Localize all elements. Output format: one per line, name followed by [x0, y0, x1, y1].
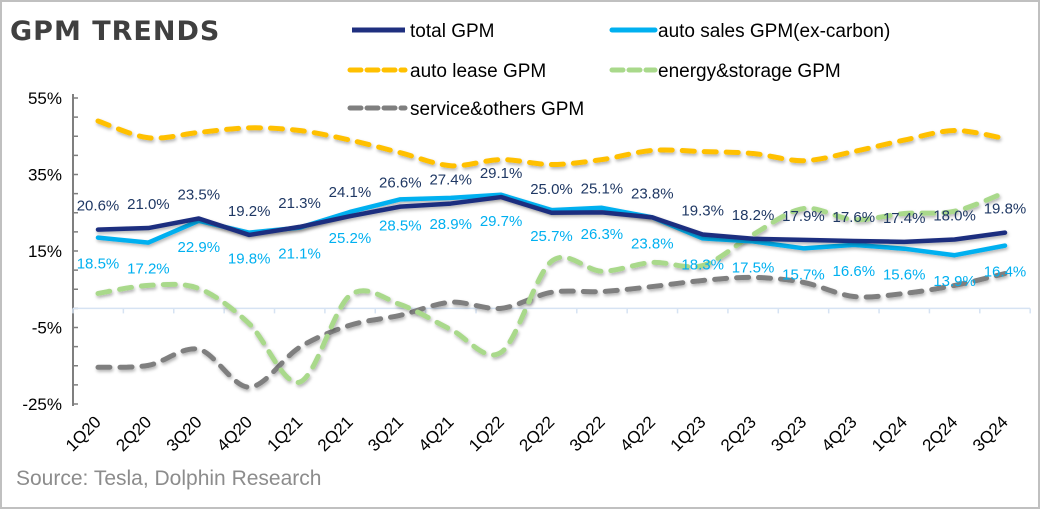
data-label: 19.2% — [228, 203, 271, 220]
series-line-total-gpm — [95, 194, 1008, 245]
legend: total GPM auto sales GPM(ex-carbon) auto… — [347, 21, 890, 120]
data-labels-layer: 20.6% 21.0% 23.5% 19.2% 21.3% 24.1% 26.6% 27.4%… — [77, 165, 1027, 290]
legend-label: auto lease GPM — [410, 61, 546, 82]
series-line-auto-lease-gpm — [95, 118, 1008, 169]
data-label: 21.0% — [127, 196, 170, 213]
x-tick-label: 2Q24 — [919, 412, 962, 455]
legend-item-service-others-gpm: service&others GPM — [347, 99, 584, 120]
source-note: Source: Tesla, Dolphin Research — [16, 467, 321, 490]
x-tick-label: 2Q22 — [515, 412, 558, 455]
x-tick-label: 4Q23 — [818, 412, 861, 455]
data-label: 27.4% — [429, 172, 472, 189]
data-label: 23.5% — [178, 186, 221, 203]
legend-label: auto sales GPM(ex-carbon) — [658, 21, 890, 42]
data-label: 18.5% — [77, 256, 120, 273]
x-tick-label: 3Q24 — [969, 412, 1012, 455]
series-line-energy-storage-gpm — [95, 189, 1008, 385]
data-label: 25.0% — [530, 181, 573, 198]
data-label: 19.8% — [984, 201, 1027, 218]
data-label: 26.3% — [581, 226, 624, 243]
data-label: 22.9% — [178, 239, 221, 256]
legend-item-total-gpm: total GPM — [352, 21, 494, 42]
x-tick-label: 2Q23 — [717, 412, 760, 455]
data-label: 28.5% — [379, 217, 422, 234]
data-label: 26.6% — [379, 175, 422, 192]
y-tick-label: 15% — [28, 242, 62, 261]
data-label: 16.4% — [984, 264, 1027, 281]
data-label: 18.3% — [681, 256, 724, 273]
x-tick-label: 1Q20 — [62, 412, 105, 455]
data-label: 25.2% — [329, 230, 372, 247]
data-label: 19.8% — [228, 251, 271, 268]
data-label: 29.1% — [480, 165, 523, 182]
data-label: 16.6% — [833, 263, 876, 280]
y-tick-label: -5% — [32, 319, 62, 338]
data-label: 18.2% — [732, 207, 775, 224]
data-label: 15.7% — [782, 266, 825, 283]
x-tick-labels: 1Q20 2Q20 3Q20 4Q20 1Q21 2Q21 3Q21 4Q21 1Q22 2Q22… — [62, 412, 1012, 455]
data-label: 21.1% — [278, 246, 321, 263]
x-tick-label: 3Q21 — [364, 412, 407, 455]
data-label: 20.6% — [77, 198, 120, 215]
x-tick-label: 1Q23 — [667, 412, 710, 455]
data-label: 25.1% — [581, 180, 624, 197]
legend-label: service&others GPM — [410, 99, 584, 120]
x-tick-label: 3Q20 — [163, 412, 206, 455]
data-label: 19.3% — [681, 203, 724, 220]
x-tick-label: 2Q20 — [112, 412, 155, 455]
data-label: 18.0% — [933, 208, 976, 225]
data-label: 15.6% — [883, 267, 926, 284]
x-tick-label: 4Q21 — [415, 412, 458, 455]
chart-title: GPM TRENDS — [10, 16, 220, 47]
data-label: 17.5% — [732, 259, 775, 276]
x-tick-label: 2Q21 — [314, 412, 357, 455]
data-label: 25.7% — [530, 228, 573, 245]
data-label: 17.4% — [883, 210, 926, 227]
data-label: 24.1% — [329, 184, 372, 201]
series-layer — [95, 118, 1008, 390]
data-label: 17.6% — [833, 209, 876, 226]
data-label: 17.2% — [127, 261, 170, 278]
y-tick-label: -25% — [22, 395, 62, 414]
legend-item-energy-storage-gpm: energy&storage GPM — [609, 61, 841, 82]
legend-label: energy&storage GPM — [658, 61, 841, 82]
data-label: 21.3% — [278, 195, 321, 212]
data-label: 23.8% — [631, 185, 674, 202]
x-tick-label: 1Q24 — [868, 412, 911, 455]
x-tick-label: 4Q22 — [616, 412, 659, 455]
y-tick-label: 35% — [28, 166, 62, 185]
x-tick-label: 1Q22 — [465, 412, 508, 455]
data-label: 23.8% — [631, 235, 674, 252]
data-label: 13.9% — [933, 273, 976, 290]
legend-item-auto-lease-gpm: auto lease GPM — [347, 61, 546, 82]
x-tick-label: 3Q23 — [767, 412, 810, 455]
x-tick-label: 3Q22 — [566, 412, 609, 455]
legend-item-auto-sales-gpm: auto sales GPM(ex-carbon) — [609, 21, 890, 42]
data-label: 29.7% — [480, 213, 523, 230]
series-line-service-others-gpm — [95, 271, 1008, 390]
x-tick-label: 4Q20 — [213, 412, 256, 455]
y-tick-label: 55% — [28, 89, 62, 108]
x-tick-label: 1Q21 — [264, 412, 307, 455]
data-label: 28.9% — [429, 216, 472, 233]
data-label: 17.9% — [782, 208, 825, 225]
legend-label: total GPM — [410, 21, 494, 42]
